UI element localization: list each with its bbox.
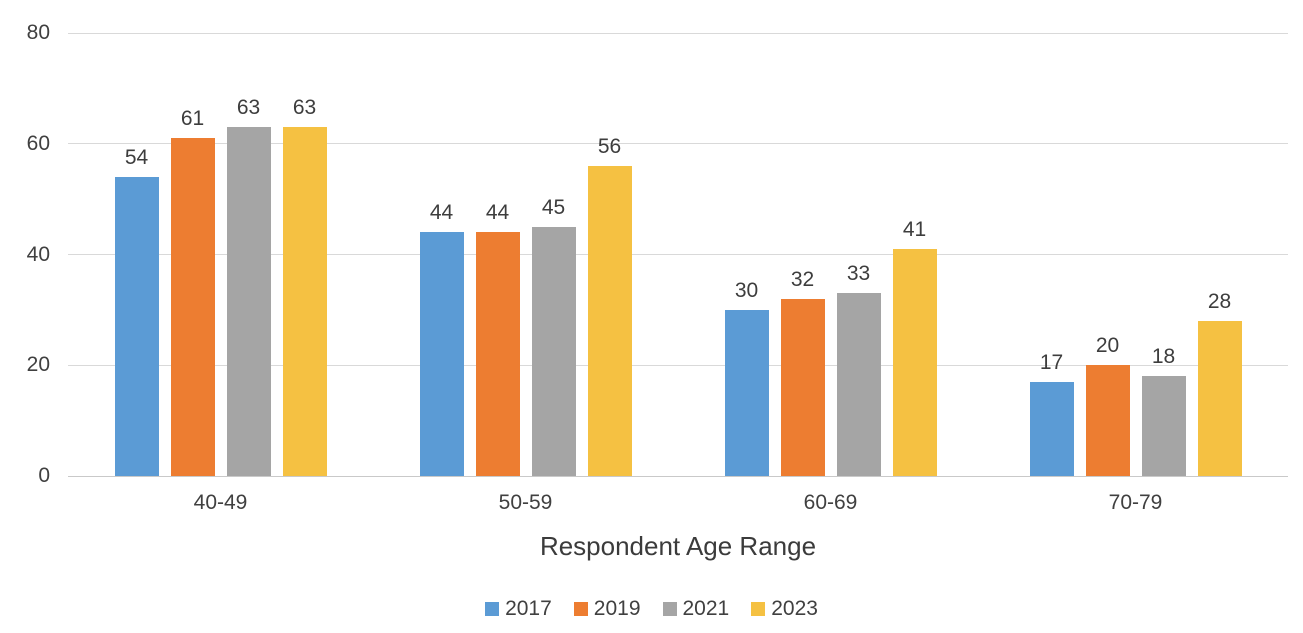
- plot-area: 54 61 63 63 44 44 45 56 30 32 33 41 17 20 18 28: [68, 32, 1288, 477]
- legend-item-2019[interactable]: 2019: [573, 597, 641, 621]
- bar-group-50-59: 44 44 45 56: [373, 33, 678, 476]
- x-axis-line: [68, 475, 1288, 477]
- bar-value-label: 54: [124, 145, 149, 169]
- bar-2023-60-69[interactable]: 41: [892, 218, 937, 476]
- bar-group-60-69: 30 32 33 41: [678, 33, 983, 476]
- y-tick-label: 40: [26, 242, 50, 266]
- bar-value-label: 61: [180, 107, 205, 131]
- legend-label: 2021: [682, 597, 730, 620]
- bar-value-label: 30: [734, 278, 759, 302]
- bar-value-label: 63: [292, 96, 317, 120]
- legend-label: 2023: [771, 597, 818, 620]
- bar-2017-70-79[interactable]: 17: [1029, 351, 1074, 476]
- gridline: [68, 364, 1288, 366]
- x-category-label: 60-69: [803, 491, 858, 514]
- bar-2023-50-59[interactable]: 56: [587, 135, 632, 476]
- x-axis-title: Respondent Age Range: [539, 531, 817, 561]
- bar-value-label: 45: [541, 195, 566, 219]
- bar-2021-50-59[interactable]: 45: [531, 196, 576, 476]
- bar-value-label: 28: [1207, 289, 1232, 313]
- bar-2017-60-69[interactable]: 30: [724, 279, 769, 476]
- x-category-label: 70-79: [1108, 491, 1163, 514]
- bar-2023-40-49[interactable]: 63: [282, 96, 327, 476]
- bar-value-label: 20: [1095, 334, 1120, 358]
- legend-item-2021[interactable]: 2021: [662, 597, 730, 621]
- legend-label: 2019: [593, 597, 641, 620]
- bar-group-40-49: 54 61 63 63: [68, 33, 373, 476]
- bar-2021-70-79[interactable]: 18: [1141, 345, 1186, 476]
- bar-value-label: 18: [1151, 345, 1176, 369]
- legend-swatch-icon: [751, 602, 766, 616]
- bar-2023-70-79[interactable]: 28: [1197, 290, 1242, 476]
- bar-value-label: 33: [846, 262, 871, 286]
- legend-item-2017[interactable]: 2017: [485, 597, 552, 621]
- bar-2021-60-69[interactable]: 33: [836, 262, 881, 476]
- gridline: [68, 32, 1288, 34]
- legend-item-2023[interactable]: 2023: [751, 597, 818, 621]
- x-category-label: 50-59: [498, 491, 553, 514]
- gridline: [68, 143, 1288, 145]
- legend-swatch-icon: [662, 602, 677, 616]
- bar-2021-40-49[interactable]: 63: [226, 96, 271, 476]
- legend-label: 2017: [505, 597, 552, 620]
- bar-value-label: 63: [236, 96, 261, 120]
- bar-value-label: 17: [1039, 350, 1064, 374]
- bar-value-label: 41: [902, 217, 927, 241]
- bar-group-70-79: 17 20 18 28: [983, 33, 1288, 476]
- legend-swatch-icon: [485, 602, 500, 616]
- y-tick-label: 60: [26, 131, 50, 155]
- y-tick-label: 20: [26, 353, 50, 377]
- y-tick-label: 80: [26, 21, 50, 44]
- y-tick-label: 0: [38, 464, 50, 487]
- bar-value-label: 44: [485, 201, 510, 225]
- bar-2019-40-49[interactable]: 61: [170, 107, 215, 476]
- bar-2019-70-79[interactable]: 20: [1085, 334, 1130, 476]
- x-category-label: 40-49: [193, 491, 248, 514]
- bar-value-label: 56: [597, 134, 622, 158]
- bar-value-label: 32: [790, 267, 815, 291]
- bar-2019-50-59[interactable]: 44: [475, 201, 520, 476]
- gridline: [68, 254, 1288, 255]
- bar-2019-60-69[interactable]: 32: [780, 268, 825, 476]
- bar-value-label: 44: [429, 201, 454, 225]
- legend: 2017 2019 2021 2023: [0, 597, 1303, 621]
- bar-2017-40-49[interactable]: 54: [114, 146, 159, 476]
- legend-swatch-icon: [573, 602, 588, 616]
- bar-2017-50-59[interactable]: 44: [419, 201, 464, 476]
